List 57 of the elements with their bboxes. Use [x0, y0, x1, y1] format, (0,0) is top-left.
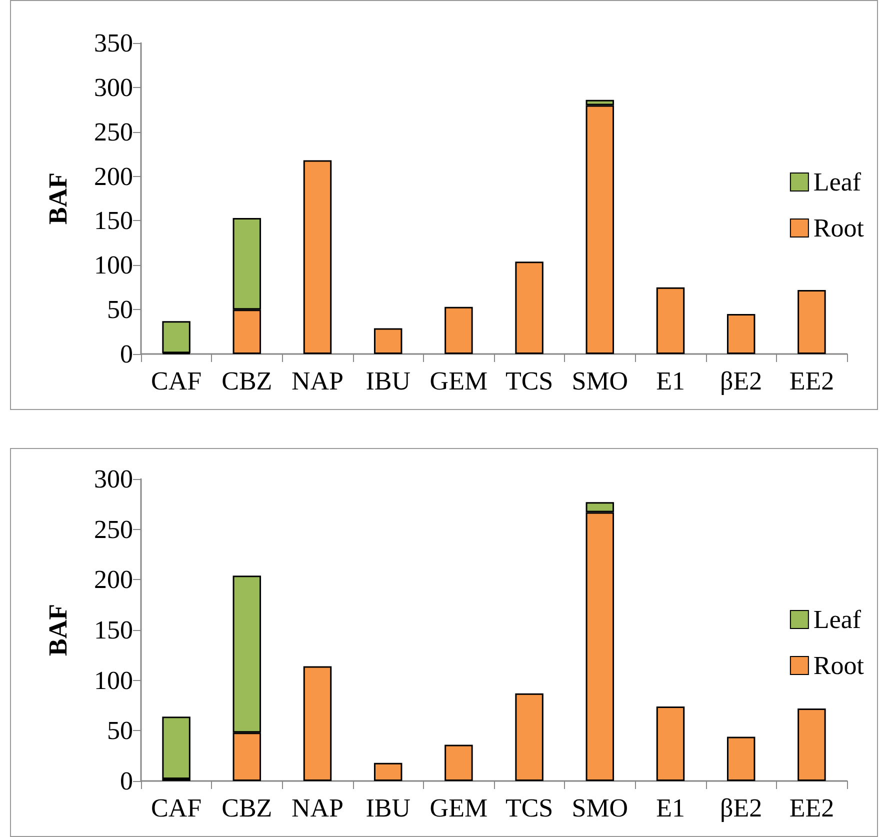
x-tick-label: CAF [151, 794, 202, 822]
y-tick-label: 0 [120, 766, 133, 796]
y-tick-label: 200 [94, 565, 133, 594]
bar [162, 716, 190, 779]
bar [656, 287, 685, 354]
x-tick-label: NAP [291, 794, 344, 822]
bar [444, 306, 473, 354]
x-tick-label: βE2 [720, 366, 762, 396]
x-tick-label: GEM [430, 794, 488, 822]
y-tick-label: 150 [94, 616, 133, 644]
x-tick-label: βE2 [720, 794, 762, 822]
bar [656, 706, 685, 781]
y-tick-label: 100 [94, 666, 133, 695]
y-tick-label: 250 [94, 117, 133, 146]
y-tick-label: 150 [94, 206, 133, 236]
x-tick-label: TCS [505, 794, 554, 822]
y-tick-label: 50 [107, 295, 133, 324]
y-tick-label: 200 [94, 162, 133, 191]
x-tick-label: NAP [291, 366, 344, 396]
bar [303, 666, 332, 781]
legend-label: Root [813, 651, 865, 680]
y-tick-label: 300 [94, 72, 133, 102]
bar [726, 314, 756, 354]
y-tick-label: 300 [94, 464, 133, 494]
x-tick-label: IBU [366, 794, 411, 822]
bar [515, 693, 544, 781]
x-tick-label: EE2 [789, 366, 834, 396]
y-tick-label: 100 [94, 250, 133, 280]
bar [162, 321, 190, 354]
bar [303, 160, 332, 354]
bar [374, 328, 402, 354]
y-tick-label: 50 [107, 716, 133, 746]
bar [374, 762, 402, 781]
bar [798, 290, 826, 354]
legend-label: Leaf [813, 605, 862, 634]
y-axis-title: BAF [44, 172, 72, 224]
bar [444, 744, 473, 781]
x-tick-label: EE2 [789, 794, 834, 822]
x-tick-label: IBU [366, 366, 411, 396]
legend-label: Root [813, 214, 865, 242]
x-tick-label: CAF [151, 366, 202, 396]
bar [726, 736, 756, 781]
x-tick-label: SMO [572, 794, 628, 822]
x-tick-label: SMO [572, 366, 628, 396]
x-tick-label: CBZ [222, 794, 272, 822]
y-tick-label: 0 [120, 340, 133, 368]
bar [515, 262, 544, 354]
y-axis-title: BAF [44, 604, 72, 656]
x-tick-label: E1 [656, 366, 685, 396]
x-tick-label: TCS [505, 366, 554, 396]
x-tick-label: CBZ [222, 366, 272, 396]
bar [798, 708, 826, 781]
y-tick-label: 250 [94, 514, 133, 544]
legend-label: Leaf [813, 168, 862, 196]
y-tick-label: 350 [94, 28, 133, 58]
x-tick-label: E1 [656, 794, 685, 822]
x-tick-label: GEM [430, 366, 488, 396]
